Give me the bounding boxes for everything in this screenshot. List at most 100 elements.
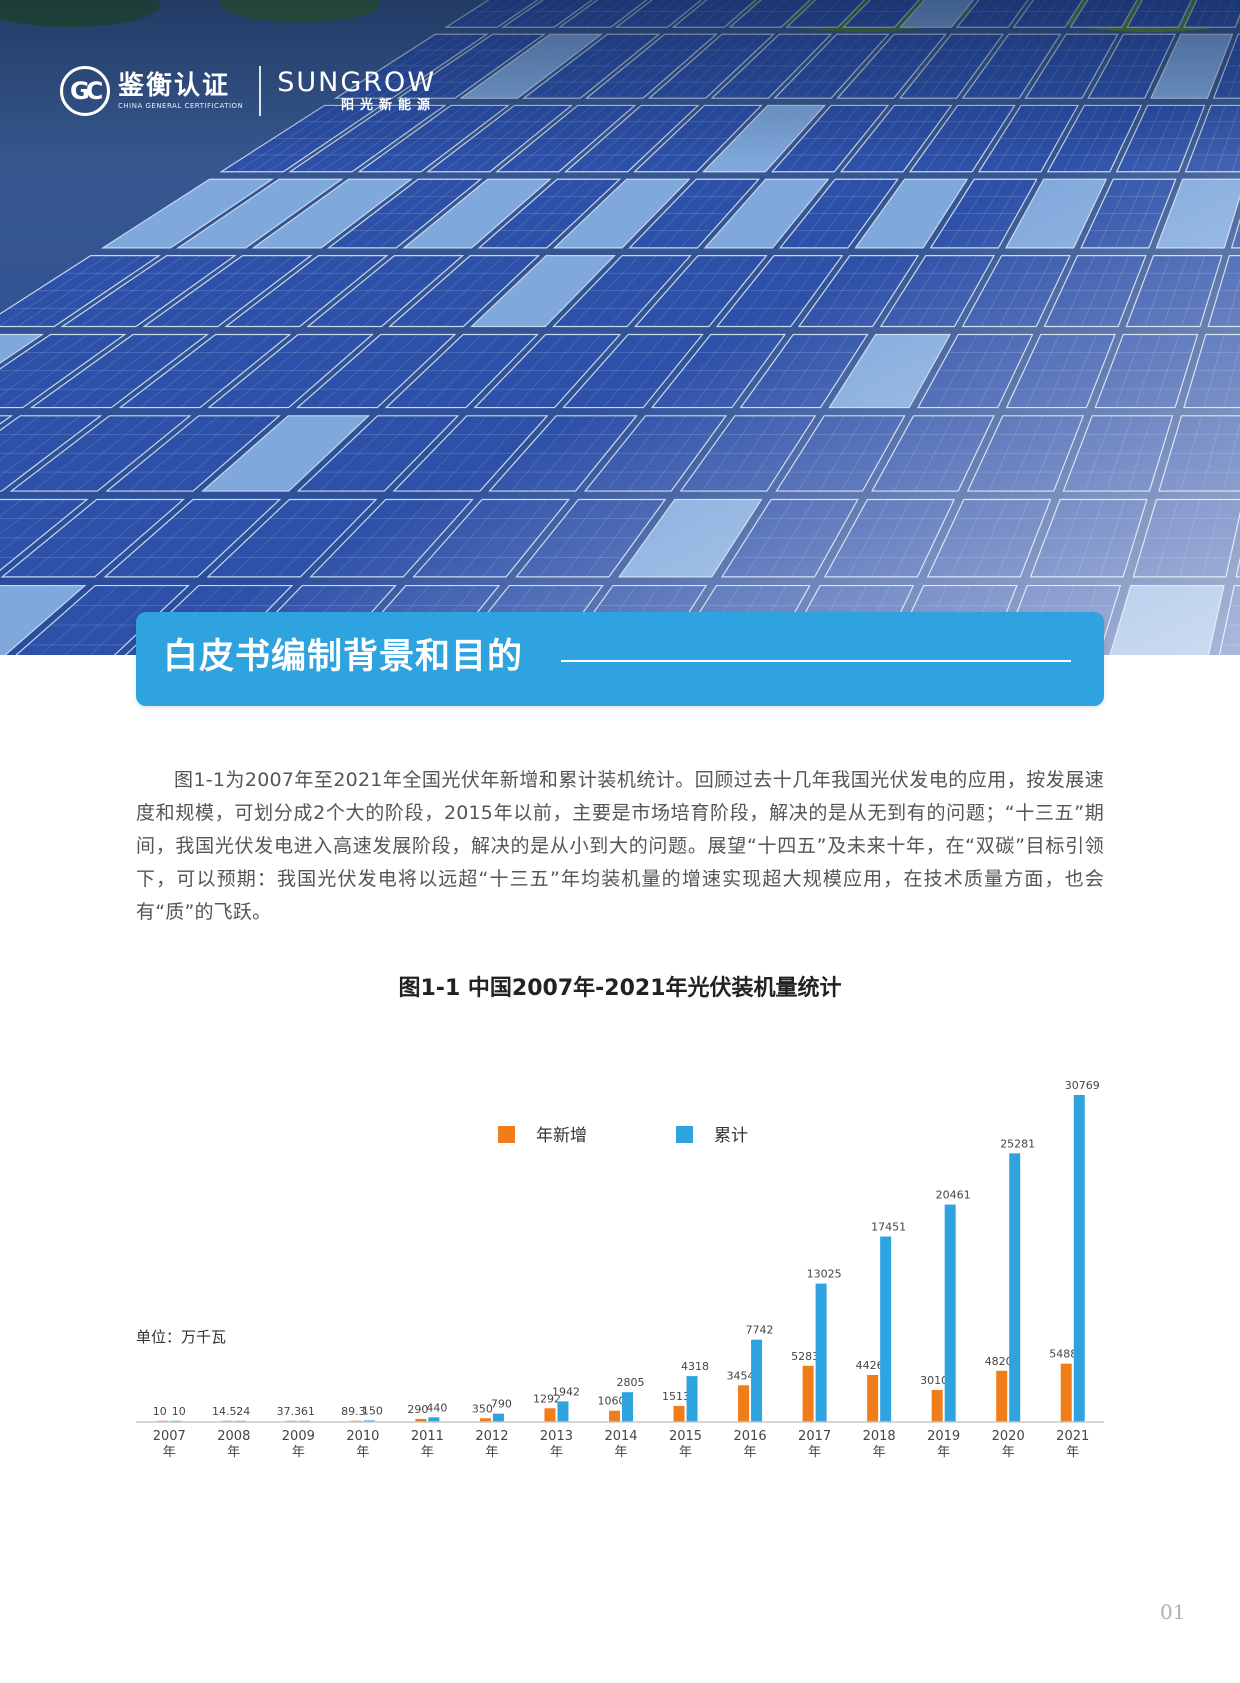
cgc-logo-name: 鉴衡认证 [118, 71, 231, 101]
header-logos: GC 鉴衡认证 CHINA GENERAL CERTIFICATION SUNG… [60, 60, 436, 122]
section-title-rule [561, 660, 1071, 662]
chart-legend: 年新增 累计 [498, 1126, 748, 1146]
bar-cumulative-2019 [944, 1204, 956, 1422]
x-tick-label-suffix: 年 [744, 1445, 757, 1460]
sungrow-logo-chinese: 阳光新能源 [341, 98, 437, 113]
legend-label-cumulative: 累计 [714, 1126, 748, 1146]
chart-x-tick-labels: 2007年2008年2009年2010年2011年2012年2013年2014年… [153, 1429, 1090, 1460]
data-label-cumulative-2013: 1942 [552, 1385, 580, 1398]
chart-title: 图1-1 中国2007年-2021年光伏装机量统计 [398, 976, 842, 1001]
data-label-annual-2018: 4426 [856, 1359, 884, 1372]
data-label-annual-2008: 14.5 [212, 1405, 237, 1418]
x-tick-label-suffix: 年 [356, 1445, 369, 1460]
bar-annual-2018 [867, 1374, 879, 1422]
data-label-annual-2007: 10 [153, 1405, 167, 1418]
legend-swatch-cumulative [676, 1126, 693, 1143]
x-tick-label-suffix: 年 [227, 1445, 240, 1460]
x-tick-label-year: 2017 [798, 1429, 831, 1444]
x-tick-label-year: 2010 [346, 1429, 379, 1444]
x-tick-label-year: 2021 [1056, 1429, 1089, 1444]
x-tick-label-suffix: 年 [1002, 1445, 1015, 1460]
data-label-cumulative-2019: 20461 [936, 1189, 971, 1202]
bar-annual-2015 [673, 1405, 685, 1422]
bar-cumulative-2011 [428, 1417, 440, 1422]
data-label-annual-2015: 1513 [662, 1390, 690, 1403]
data-label-cumulative-2016: 7742 [746, 1324, 774, 1337]
bar-cumulative-2018 [880, 1236, 892, 1422]
x-tick-label-suffix: 年 [808, 1445, 821, 1460]
data-label-cumulative-2020: 25281 [1000, 1137, 1035, 1150]
data-label-cumulative-2010: 150 [362, 1404, 383, 1417]
bar-cumulative-2014 [622, 1392, 633, 1422]
data-label-cumulative-2007: 10 [172, 1405, 186, 1418]
bar-annual-2019 [931, 1390, 943, 1422]
intro-paragraph: 图1-1为2007年至2021年全国光伏年新增和累计装机统计。回顾过去十几年我国… [136, 769, 1104, 923]
bar-cumulative-2017 [815, 1283, 827, 1422]
x-tick-label-year: 2015 [669, 1429, 702, 1444]
x-tick-label-year: 2013 [540, 1429, 573, 1444]
data-label-annual-2017: 5283 [791, 1350, 819, 1363]
x-tick-label-year: 2008 [217, 1429, 250, 1444]
legend-label-annual: 年新增 [536, 1126, 587, 1146]
bar-cumulative-2016 [751, 1339, 763, 1422]
data-label-annual-2020: 4820 [985, 1355, 1013, 1368]
x-tick-label-year: 2009 [282, 1429, 315, 1444]
x-tick-label-suffix: 年 [614, 1445, 627, 1460]
x-tick-label-year: 2016 [734, 1429, 767, 1444]
sungrow-logo-name: SUNGROW [277, 67, 437, 98]
x-tick-label-year: 2020 [992, 1429, 1025, 1444]
x-tick-label-suffix: 年 [550, 1445, 563, 1460]
data-label-annual-2019: 3010 [920, 1374, 948, 1387]
x-tick-label-year: 2011 [411, 1429, 444, 1444]
chart-unit-label: 单位：万千瓦 [136, 1328, 226, 1346]
solar-panel-illustration [0, 0, 1240, 655]
bar-annual-2017 [802, 1365, 814, 1422]
data-label-annual-2009: 37.3 [277, 1405, 302, 1418]
bar-cumulative-2013 [557, 1401, 569, 1422]
data-label-cumulative-2009: 61 [301, 1405, 315, 1418]
data-label-cumulative-2011: 440 [426, 1401, 447, 1414]
sungrow-logo: SUNGROW 阳光新能源 [277, 68, 436, 114]
bar-annual-2014 [609, 1410, 620, 1422]
data-label-annual-2010: 89.3 [341, 1405, 366, 1418]
section-banner: 白皮书编制背景和目的 [136, 612, 1104, 706]
bar-cumulative-2021 [1073, 1095, 1085, 1422]
cgc-logo-text: 鉴衡认证 CHINA GENERAL CERTIFICATION [118, 71, 243, 111]
x-tick-label-year: 2014 [604, 1429, 637, 1444]
page-number: 01 [1160, 1600, 1186, 1624]
data-label-cumulative-2015: 4318 [681, 1360, 709, 1373]
x-tick-label-suffix: 年 [1066, 1445, 1079, 1460]
bar-annual-2011 [415, 1418, 427, 1422]
data-label-cumulative-2018: 17451 [871, 1221, 906, 1234]
x-tick-label-suffix: 年 [485, 1445, 498, 1460]
bar-cumulative-2020 [1009, 1153, 1021, 1422]
x-tick-label-suffix: 年 [873, 1445, 886, 1460]
x-tick-label-suffix: 年 [292, 1445, 305, 1460]
section-title: 白皮书编制背景和目的 [163, 637, 524, 677]
legend-swatch-annual [498, 1126, 515, 1143]
cgc-logo-icon: GC [60, 66, 110, 116]
bar-annual-2013 [544, 1408, 556, 1422]
data-label-annual-2011: 290 [407, 1403, 428, 1416]
x-tick-label-year: 2019 [927, 1429, 960, 1444]
bar-cumulative-2010 [363, 1420, 375, 1422]
data-label-cumulative-2008: 24 [236, 1405, 250, 1418]
bar-annual-2021 [1060, 1363, 1072, 1422]
x-tick-label-suffix: 年 [937, 1445, 950, 1460]
bar-annual-2012 [479, 1418, 491, 1422]
data-label-annual-2012: 350 [472, 1402, 493, 1415]
hero-solar-panels-image: GC 鉴衡认证 CHINA GENERAL CERTIFICATION SUNG… [0, 0, 1240, 655]
cgc-logo-english: CHINA GENERAL CERTIFICATION [118, 102, 244, 110]
data-label-annual-2014: 1060 [598, 1395, 626, 1408]
bar-annual-2020 [996, 1370, 1008, 1422]
bar-annual-2016 [738, 1385, 750, 1422]
x-tick-label-suffix: 年 [163, 1445, 176, 1460]
data-label-cumulative-2014: 2805 [617, 1376, 645, 1389]
data-label-annual-2016: 3454 [727, 1369, 755, 1382]
x-tick-label-year: 2007 [153, 1429, 186, 1444]
data-label-annual-2013: 1292 [533, 1392, 561, 1405]
x-tick-label-suffix: 年 [421, 1445, 434, 1460]
x-tick-label-suffix: 年 [679, 1445, 692, 1460]
